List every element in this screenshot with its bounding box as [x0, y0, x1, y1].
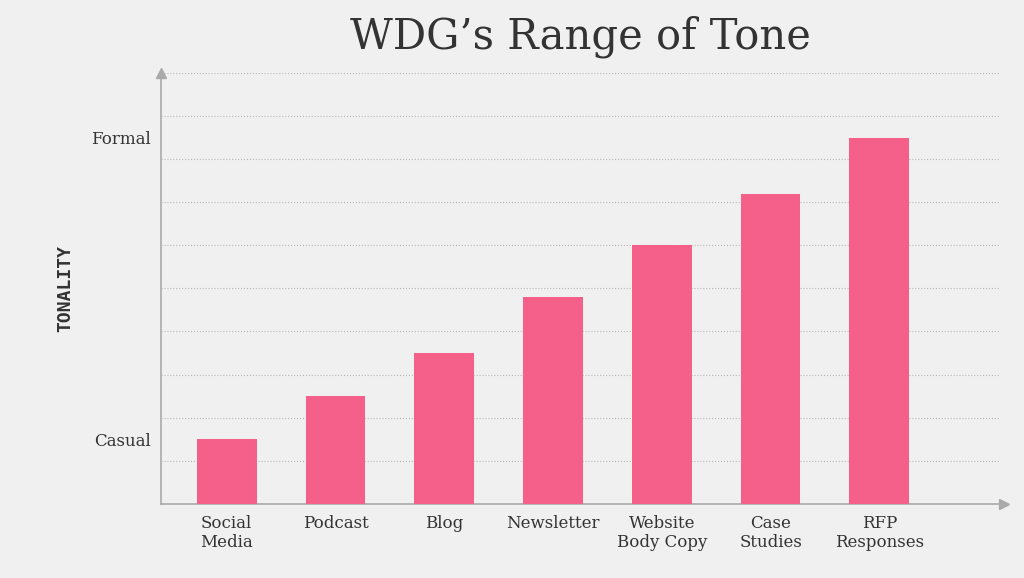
Bar — [415, 353, 474, 504]
Bar — [632, 245, 692, 504]
Bar — [740, 194, 801, 504]
Bar — [197, 439, 257, 504]
Title: WDG’s Range of Tone: WDG’s Range of Tone — [350, 15, 811, 57]
Bar — [523, 297, 583, 504]
Y-axis label: TONALITY: TONALITY — [56, 245, 74, 332]
Bar — [305, 396, 366, 504]
Bar — [850, 138, 909, 504]
